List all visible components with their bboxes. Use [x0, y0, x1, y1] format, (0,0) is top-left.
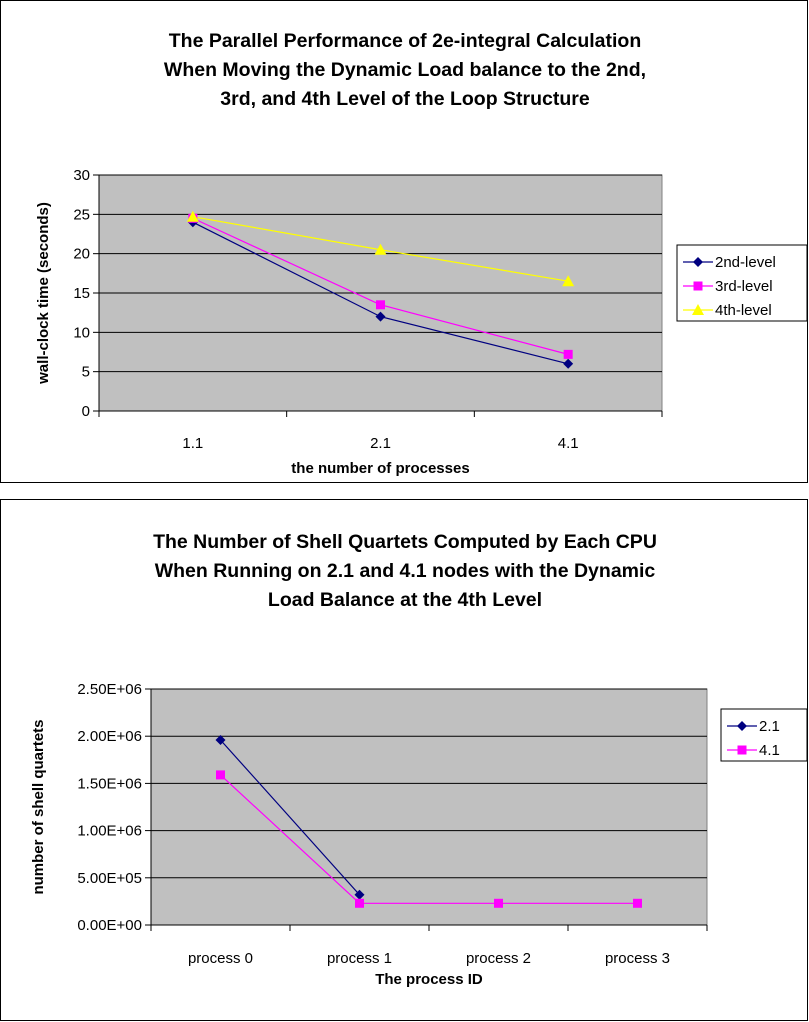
data-point-2nd-level	[375, 311, 386, 322]
chart-title-line: When Running on 2.1 and 4.1 nodes with t…	[155, 560, 656, 582]
data-point-2.1	[215, 734, 226, 745]
chart-title-line: When Moving the Dynamic Load balance to …	[164, 59, 646, 81]
legend-label: 4.1	[759, 742, 780, 759]
y-tick-label: 5.00E+05	[77, 870, 142, 887]
data-point-3rd-level	[376, 300, 385, 310]
x-tick-label: 2.1	[370, 435, 391, 452]
x-tick-label: process 3	[605, 950, 670, 967]
y-tick-label: 1.00E+06	[77, 823, 142, 840]
legend-label: 2nd-level	[715, 254, 776, 271]
legend-label: 2.1	[759, 718, 780, 735]
y-tick-label: 10	[73, 324, 90, 341]
y-tick-label: 0	[82, 403, 90, 420]
y-tick-label: 5	[82, 364, 90, 381]
series-line-2.1	[220, 739, 360, 896]
legend-marker	[737, 745, 747, 755]
data-point-4th-level	[186, 210, 199, 222]
legend-box	[720, 708, 808, 762]
data-point-4.1	[494, 898, 503, 908]
x-tick-label: 1.1	[182, 435, 203, 452]
chart-title-line: The Number of Shell Quartets Computed by…	[153, 531, 657, 553]
data-point-3rd-level	[563, 349, 573, 359]
y-tick-label: 15	[73, 285, 90, 302]
chart-panel-shell-quartets: The Number of Shell Quartets Computed by…	[0, 499, 808, 1021]
y-tick-label: 0.00E+00	[77, 917, 142, 934]
plot-area	[150, 688, 708, 926]
y-tick-label: 25	[73, 206, 90, 223]
legend-label: 3rd-level	[715, 278, 773, 295]
data-point-4th-level	[562, 275, 575, 287]
chart-title-line: The Parallel Performance of 2e-integral …	[169, 30, 641, 52]
y-tick-label: 2.50E+06	[77, 681, 142, 698]
y-tick-label: 30	[73, 167, 90, 184]
performance-chart: The Parallel Performance of 2e-integral …	[35, 30, 808, 477]
y-tick-label: 20	[73, 246, 90, 263]
x-tick-label: process 2	[466, 950, 531, 967]
x-axis-title: the number of processes	[291, 460, 469, 477]
series-line-4.1	[220, 774, 638, 904]
data-point-2nd-level	[563, 358, 574, 369]
legend-marker	[737, 721, 747, 731]
legend-marker	[693, 281, 703, 291]
legend-marker	[693, 257, 703, 267]
data-point-4.1	[633, 898, 642, 908]
data-point-2.1	[354, 889, 365, 900]
y-axis-title: wall-clock time (seconds)	[35, 202, 52, 385]
x-tick-label: process 1	[327, 950, 392, 967]
shell-quartets-chart: The Number of Shell Quartets Computed by…	[30, 531, 808, 988]
y-axis-title: number of shell quartets	[30, 719, 47, 894]
legend-marker	[692, 304, 704, 315]
data-point-4.1	[355, 898, 364, 908]
x-tick-label: process 0	[188, 950, 253, 967]
data-point-4th-level	[374, 243, 387, 255]
y-tick-label: 1.50E+06	[77, 775, 142, 792]
legend-label: 4th-level	[715, 302, 772, 319]
x-tick-label: 4.1	[558, 435, 579, 452]
data-point-4.1	[216, 770, 225, 780]
y-tick-label: 2.00E+06	[77, 728, 142, 745]
x-axis-title: The process ID	[375, 971, 483, 988]
chart-title-line: 3rd, and 4th Level of the Loop Structure	[220, 88, 590, 110]
chart-panel-performance: The Parallel Performance of 2e-integral …	[0, 0, 808, 483]
chart-title-line: Load Balance at the 4th Level	[268, 589, 542, 611]
